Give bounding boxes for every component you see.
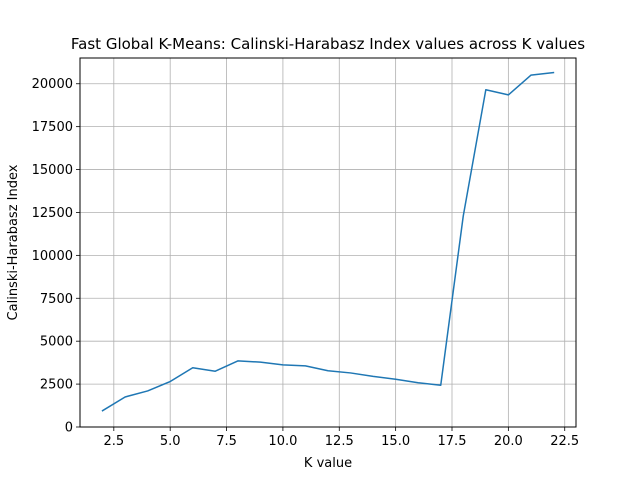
x-tick-label: 7.5: [216, 434, 237, 449]
y-tick-label: 7500: [40, 292, 73, 307]
y-tick-label: 5000: [40, 335, 73, 350]
y-tick-label: 20000: [32, 77, 73, 92]
y-axis: 0 2500 5000 7500 10000 12500 15000 17500 20000: [32, 77, 80, 436]
y-tick-label: 0: [65, 421, 73, 436]
x-tick-label: 12.5: [325, 434, 354, 449]
y-tick-label: 15000: [32, 163, 73, 178]
y-tick-label: 12500: [32, 206, 73, 221]
x-axis-label: K value: [304, 456, 352, 471]
x-tick-label: 15.0: [381, 434, 410, 449]
series-layer: [101, 71, 555, 412]
x-axis: 2.5 5.0 7.5 10.0 12.5 15.0 17.5 20.0 22.5: [103, 427, 579, 449]
series-line: [101, 71, 555, 412]
y-tick-label: 17500: [32, 120, 73, 135]
y-tick-label: 10000: [32, 249, 73, 264]
x-tick-label: 10.0: [268, 434, 297, 449]
x-tick-label: 17.5: [438, 434, 467, 449]
chart-title: Fast Global K-Means: Calinski-Harabasz I…: [71, 35, 585, 53]
x-tick-label: 22.5: [550, 434, 579, 449]
x-tick-label: 5.0: [160, 434, 181, 449]
y-axis-label: Calinski-Harabasz Index: [6, 164, 21, 320]
plot-area-frame: [79, 57, 577, 428]
x-tick-label: 20.0: [494, 434, 523, 449]
y-tick-label: 2500: [40, 378, 73, 393]
x-tick-label: 2.5: [103, 434, 124, 449]
